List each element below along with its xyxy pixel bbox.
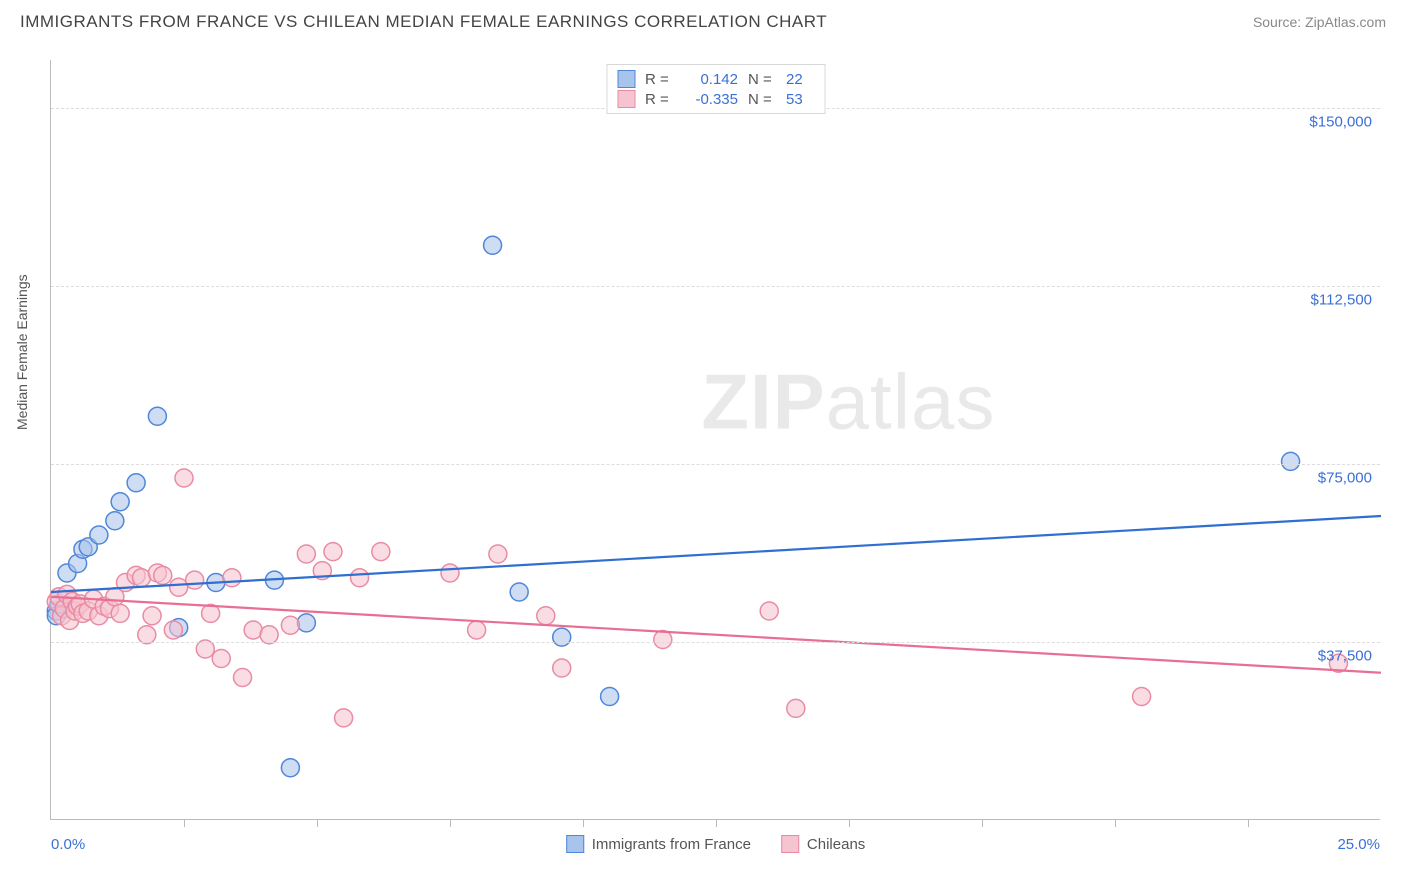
series-legend: Immigrants from France Chileans [566,835,866,853]
data-point [484,236,502,254]
swatch-chileans [781,835,799,853]
data-point [372,543,390,561]
data-point [154,566,172,584]
data-point [297,545,315,563]
x-tick [1115,819,1116,827]
chart-header: IMMIGRANTS FROM FRANCE VS CHILEAN MEDIAN… [0,0,1406,40]
data-point [234,669,252,687]
x-axis-max-label: 25.0% [1337,836,1380,853]
x-tick [1248,819,1249,827]
y-tick-label: $112,500 [1311,291,1372,308]
swatch-chileans [617,90,635,108]
data-point [1282,452,1300,470]
data-point [351,569,369,587]
data-point [127,474,145,492]
data-point [143,607,161,625]
data-point [223,569,241,587]
data-point [553,628,571,646]
trend-line [51,516,1381,592]
data-point [111,604,129,622]
gridline [51,464,1380,465]
data-point [510,583,528,601]
data-point [106,512,124,530]
data-point [489,545,507,563]
legend-item-france: Immigrants from France [566,835,751,853]
gridline [51,642,1380,643]
data-point [148,407,166,425]
data-point [297,614,315,632]
data-point [281,616,299,634]
data-point [244,621,262,639]
y-tick-label: $75,000 [1318,469,1372,486]
source-attribution: Source: ZipAtlas.com [1253,14,1386,30]
legend-row-chileans: R = -0.335 N = 53 [617,89,814,109]
data-point [186,571,204,589]
x-tick [450,819,451,827]
data-point [1133,688,1151,706]
correlation-legend: R = 0.142 N = 22 R = -0.335 N = 53 [606,64,825,114]
x-axis-min-label: 0.0% [51,836,85,853]
y-axis-label: Median Female Earnings [14,274,30,430]
data-point [281,759,299,777]
data-point [335,709,353,727]
x-tick [583,819,584,827]
legend-item-chileans: Chileans [781,835,865,853]
x-tick [982,819,983,827]
swatch-france [566,835,584,853]
data-point [760,602,778,620]
data-point [164,621,182,639]
data-point [601,688,619,706]
x-tick [716,819,717,827]
x-tick [317,819,318,827]
data-point [90,526,108,544]
data-point [787,699,805,717]
chart-plot-area: ZIPatlas R = 0.142 N = 22 R = -0.335 N =… [50,60,1380,820]
scatter-plot-svg [51,60,1380,819]
data-point [175,469,193,487]
legend-row-france: R = 0.142 N = 22 [617,69,814,89]
data-point [212,650,230,668]
x-tick [849,819,850,827]
data-point [324,543,342,561]
data-point [132,569,150,587]
y-tick-label: $150,000 [1309,113,1372,130]
data-point [111,493,129,511]
gridline [51,286,1380,287]
data-point [654,631,672,649]
data-point [441,564,459,582]
x-tick [184,819,185,827]
data-point [537,607,555,625]
chart-title: IMMIGRANTS FROM FRANCE VS CHILEAN MEDIAN… [20,12,827,32]
y-tick-label: $37,500 [1318,647,1372,664]
swatch-france [617,70,635,88]
data-point [468,621,486,639]
data-point [553,659,571,677]
